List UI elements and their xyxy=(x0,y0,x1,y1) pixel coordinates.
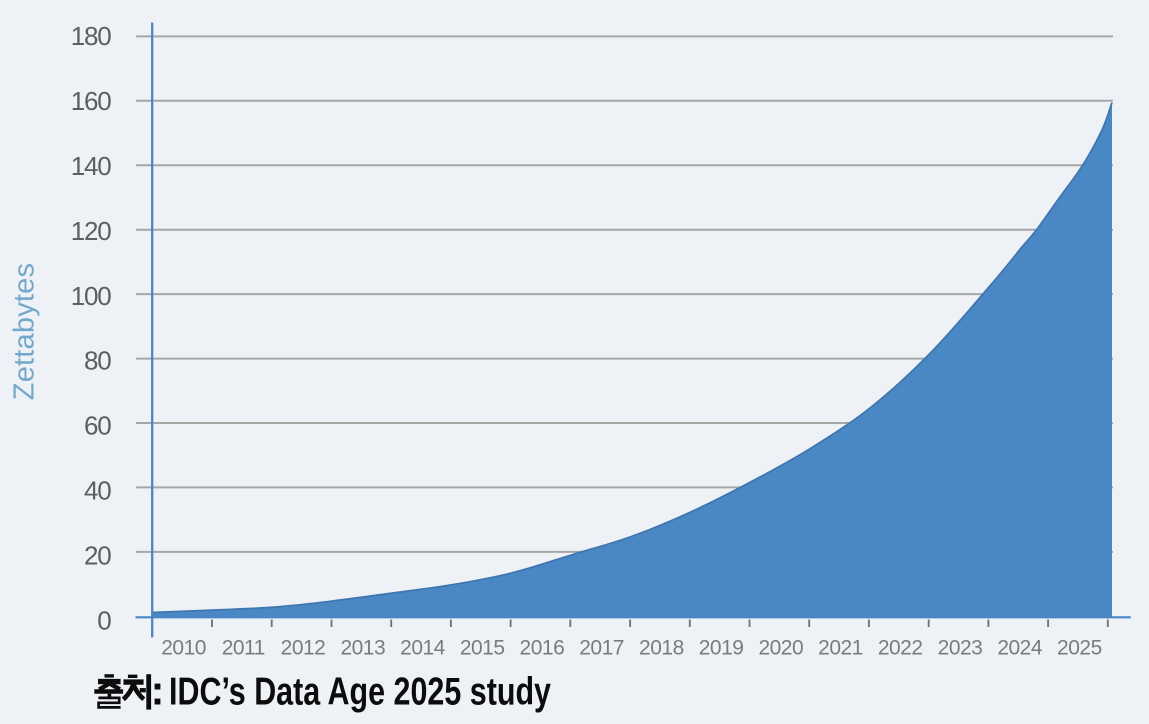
svg-text:2024: 2024 xyxy=(997,636,1043,659)
svg-text:80: 80 xyxy=(84,346,111,376)
svg-text:120: 120 xyxy=(71,216,112,246)
svg-text:2015: 2015 xyxy=(460,636,505,659)
svg-text:0: 0 xyxy=(97,605,111,635)
svg-text:2016: 2016 xyxy=(520,636,565,659)
svg-text:Zettabytes: Zettabytes xyxy=(9,263,41,400)
svg-text:2012: 2012 xyxy=(281,636,326,659)
svg-text:2014: 2014 xyxy=(400,636,446,659)
svg-text:IDC’s Data Age 2025 study: IDC’s Data Age 2025 study xyxy=(169,671,551,714)
svg-text:2011: 2011 xyxy=(222,636,265,659)
svg-text:2010: 2010 xyxy=(161,636,206,659)
svg-text:2022: 2022 xyxy=(878,636,923,659)
svg-text:2013: 2013 xyxy=(340,636,385,659)
svg-text:2020: 2020 xyxy=(758,636,803,659)
svg-text:20: 20 xyxy=(84,540,111,570)
svg-text:2018: 2018 xyxy=(639,636,684,659)
svg-text:2021: 2021 xyxy=(818,636,863,659)
svg-text:2023: 2023 xyxy=(938,636,983,659)
svg-text:2019: 2019 xyxy=(699,636,744,659)
svg-text:100: 100 xyxy=(71,281,112,311)
svg-text:180: 180 xyxy=(71,21,112,51)
svg-text:2017: 2017 xyxy=(579,636,624,659)
svg-text:40: 40 xyxy=(84,476,111,506)
svg-text:60: 60 xyxy=(84,411,111,441)
svg-text:2025: 2025 xyxy=(1057,636,1102,659)
svg-text:140: 140 xyxy=(71,151,112,181)
svg-text:160: 160 xyxy=(71,86,112,116)
